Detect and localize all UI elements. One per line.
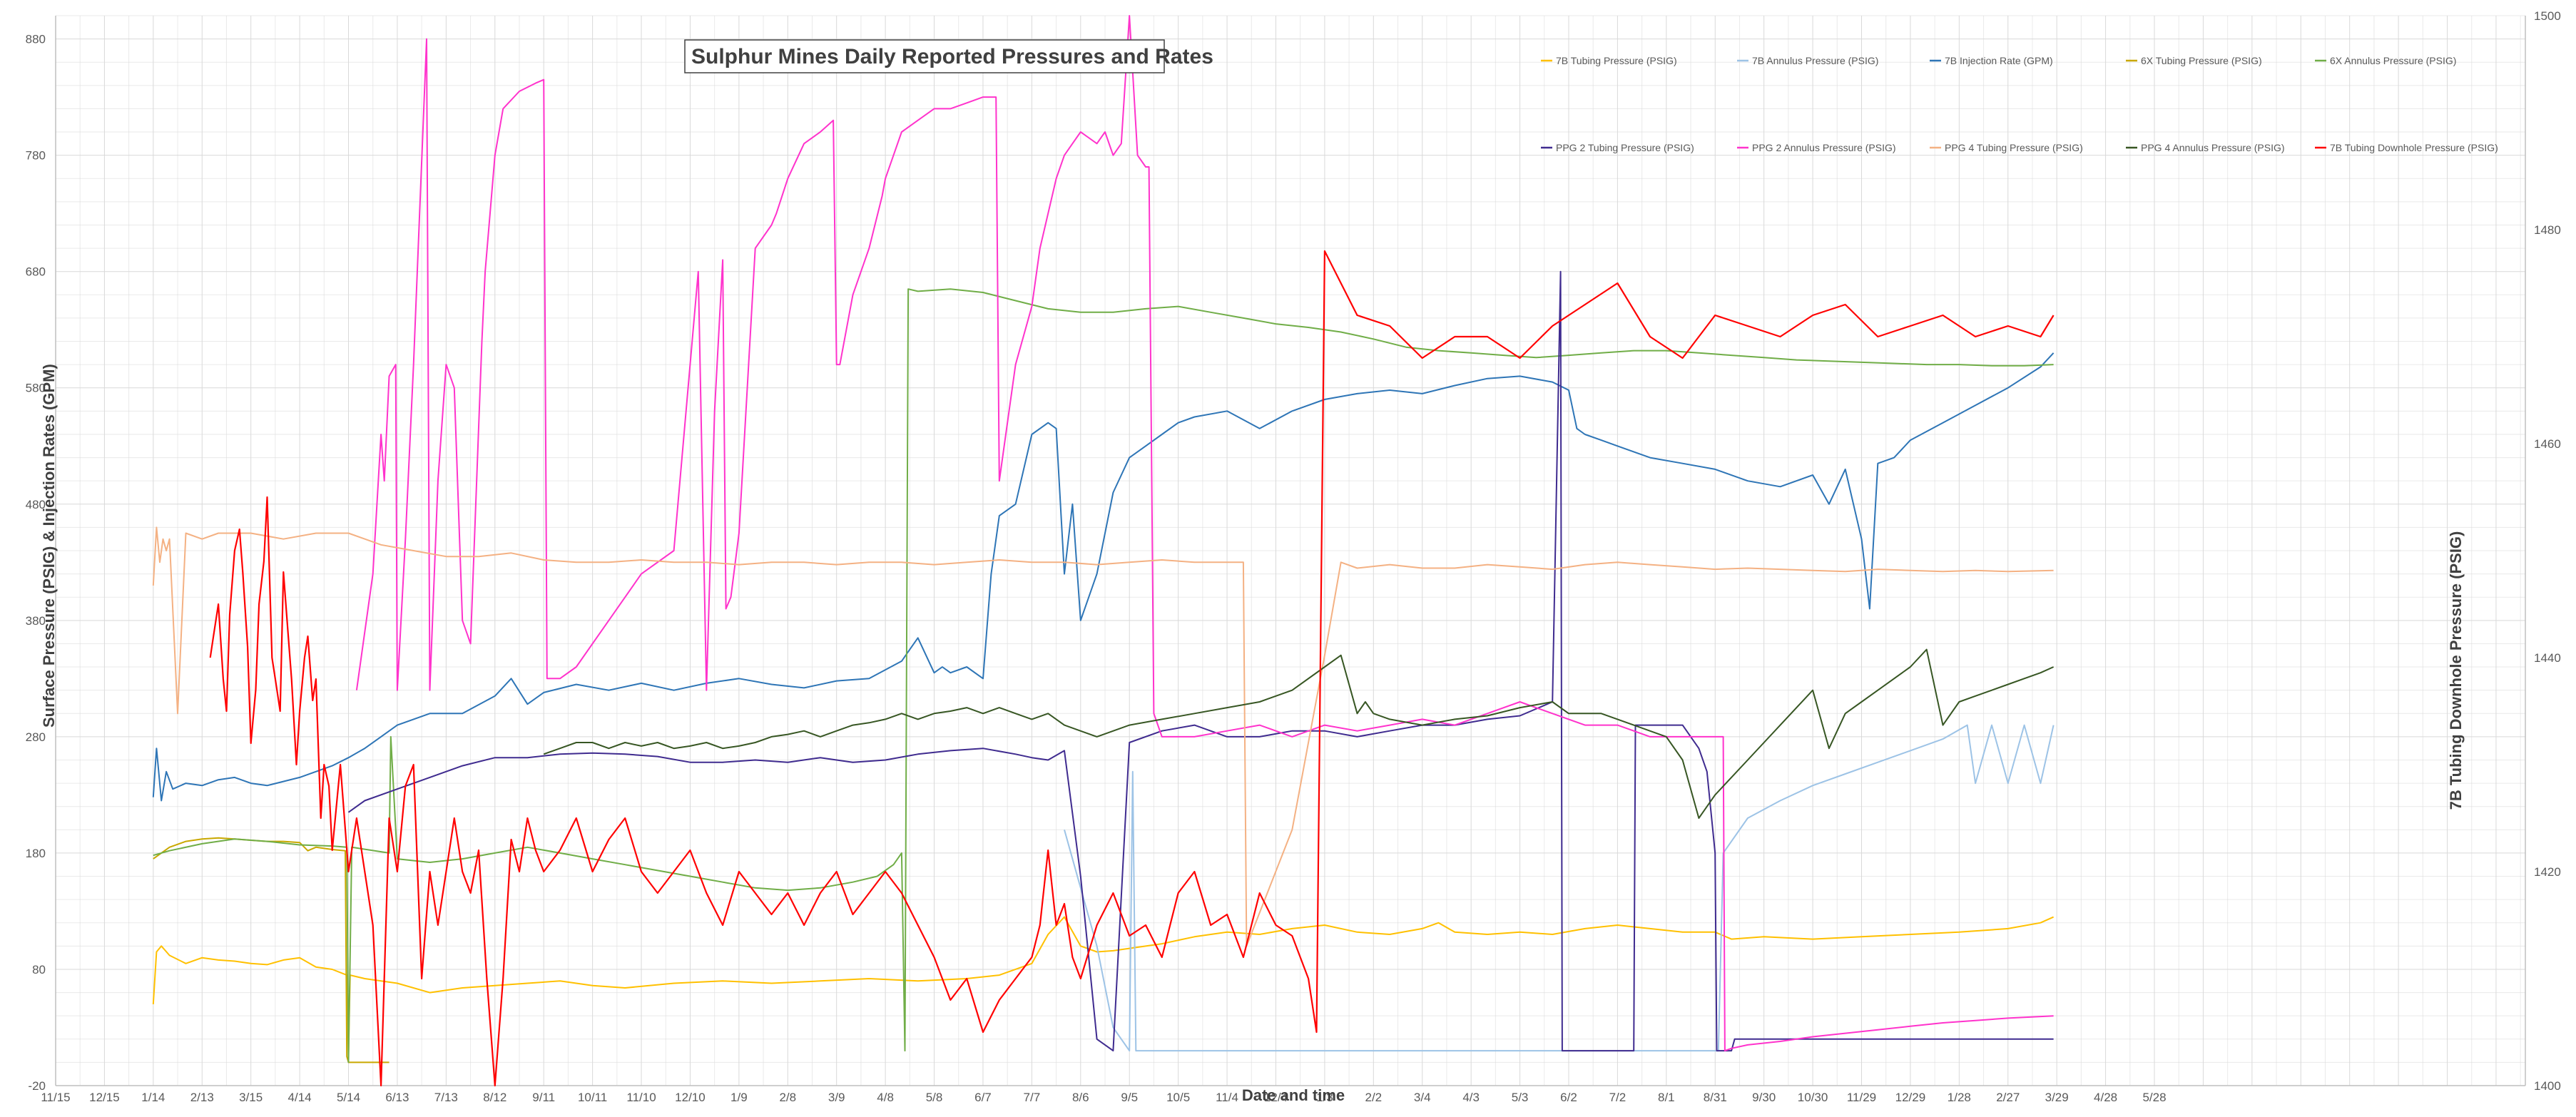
x-tick-label: 1/3 [1316,1091,1333,1104]
y-tick-label: 580 [26,382,46,395]
legend-item-label: 7B Tubing Pressure (PSIG) [1556,55,1677,66]
y-tick-label: 80 [32,963,46,976]
x-tick-label: 2/8 [779,1091,796,1104]
x-tick-label: 10/30 [1798,1091,1828,1104]
x-tick-label: 4/14 [288,1091,312,1104]
y-tick-label: 280 [26,730,46,744]
legend-item-label: 7B Annulus Pressure (PSIG) [1752,55,1878,66]
chart-title: Sulphur Mines Daily Reported Pressures a… [691,45,1213,68]
x-tick-label: 5/8 [926,1091,943,1104]
legend-item-label: PPG 2 Tubing Pressure (PSIG) [1556,142,1694,153]
y-axis-title: Surface Pressure (PSIG) & Injection Rate… [40,364,58,728]
series-line-7b-annulus-pressure-psig [1064,724,2055,1052]
y2-tick-label: 1480 [2534,223,2561,237]
x-tick-label: 4/3 [1462,1091,1480,1104]
legend-item-label: PPG 2 Annulus Pressure (PSIG) [1752,142,1896,153]
x-tick-label: 2/27 [1996,1091,2020,1104]
x-tick-label: 6/2 [1560,1091,1577,1104]
x-tick-label: 12/15 [89,1091,120,1104]
y2-tick-label: 1440 [2534,651,2561,665]
x-tick-label: 4/28 [2094,1091,2117,1104]
x-tick-label: 4/8 [877,1091,894,1104]
x-tick-label: 9/30 [1752,1091,1776,1104]
x-tick-label: 5/14 [337,1091,360,1104]
x-tick-label: 7/2 [1609,1091,1626,1104]
y-tick-label: 780 [26,149,46,163]
y2-tick-label: 1460 [2534,437,2561,451]
y-tick-label: -20 [28,1079,46,1093]
x-tick-label: 1/9 [730,1091,748,1104]
x-axis-title: Date and time [1242,1086,1345,1104]
series-line-7b-tubing-pressure-psig [152,916,2055,1054]
x-tick-label: 5/28 [2142,1091,2166,1104]
x-tick-label: 3/29 [2045,1091,2069,1104]
x-tick-label: 10/11 [578,1091,607,1104]
legend-item-label: 7B Tubing Downhole Pressure (PSIG) [2330,142,2498,153]
x-tick-label: 6/7 [974,1091,992,1104]
legend-item-label: 6X Annulus Pressure (PSIG) [2330,55,2456,66]
x-tick-label: 9/11 [532,1091,555,1104]
legend-item-label: 7B Injection Rate (GPM) [1945,55,2053,66]
y2-tick-label: 1420 [2534,865,2561,879]
x-tick-label: 8/1 [1658,1091,1675,1104]
x-tick-label: 10/5 [1166,1091,1190,1104]
series-line-6x-annulus-pressure-psig [153,288,2054,1064]
x-tick-label: 11/10 [626,1091,656,1104]
x-tick-label: 3/4 [1414,1091,1431,1104]
y-tick-label: 880 [26,33,46,46]
x-tick-label: 5/3 [1512,1091,1529,1104]
axes-layer: 11/15 12/15 1/14 2/13 3/15 4/14 5/14 6/13 7/13 8/… [26,9,2561,1104]
x-tick-label: 3/9 [828,1091,845,1104]
legend-item-label: 6X Tubing Pressure (PSIG) [2141,55,2262,66]
x-tick-label: 8/31 [1704,1091,1727,1104]
series-line-6x-tubing-pressure-psig [153,837,390,1064]
x-tick-label: 11/15 [41,1091,70,1104]
y2-axis-title: 7B Tubing Downhole Pressure (PSIG) [2447,531,2465,810]
series-line-7b-injection-rate-gpm [152,352,2055,802]
series-line-ppg-2-tubing-pressure-psig [347,270,2054,1052]
y-tick-label: 180 [26,847,46,860]
x-tick-label: 1/28 [1948,1091,1971,1104]
series-line-ppg-4-tubing-pressure-psig [152,526,2054,947]
x-tick-label: 3/15 [239,1091,263,1104]
title-layer: Sulphur Mines Daily Reported Pressures a… [684,39,1213,73]
series-line-ppg-2-annulus-pressure-psig [355,15,2054,1052]
x-tick-label: 9/5 [1121,1091,1138,1104]
x-tick-label: 8/12 [483,1091,506,1104]
legend: 7B Tubing Pressure (PSIG) 7B Annulus Pres… [1541,55,2498,153]
legend-item-label: PPG 4 Annulus Pressure (PSIG) [2141,142,2285,153]
x-tick-label: 11/4 [1216,1091,1238,1104]
legend-item-label: PPG 4 Tubing Pressure (PSIG) [1945,142,2083,153]
y-tick-label: 680 [26,265,46,279]
x-tick-label: 12/10 [675,1091,706,1104]
x-tick-label: 8/6 [1072,1091,1089,1104]
chart-title-box [684,39,1165,73]
series-line-7b-tubing-downhole-pressure-psig [209,250,2055,1087]
y-tick-label: 380 [26,614,46,628]
x-tick-label: 12/29 [1895,1091,1926,1104]
y-tick-label: 480 [26,498,46,511]
x-tick-label: 7/7 [1024,1091,1041,1104]
series-line-ppg-4-annulus-pressure-psig [543,648,2055,819]
x-tick-label: 12/4 [1264,1091,1288,1104]
x-tick-label: 2/2 [1365,1091,1382,1104]
x-tick-label: 11/29 [1847,1091,1876,1104]
y2-tick-label: 1500 [2534,9,2561,23]
series-layer [152,15,2055,1087]
y2-tick-label: 1400 [2534,1079,2561,1093]
x-tick-label: 2/13 [190,1091,214,1104]
grid-layer [55,15,2525,1086]
x-tick-label: 1/14 [141,1091,165,1104]
x-tick-label: 6/13 [385,1091,409,1104]
x-tick-label: 7/13 [434,1091,458,1104]
